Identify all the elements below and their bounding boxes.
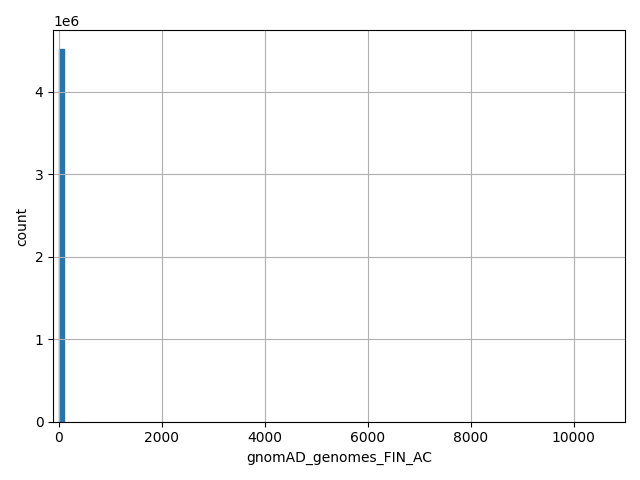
Bar [59,49,65,422]
Y-axis label: count: count [15,206,29,245]
X-axis label: gnomAD_genomes_FIN_AC: gnomAD_genomes_FIN_AC [246,451,432,465]
